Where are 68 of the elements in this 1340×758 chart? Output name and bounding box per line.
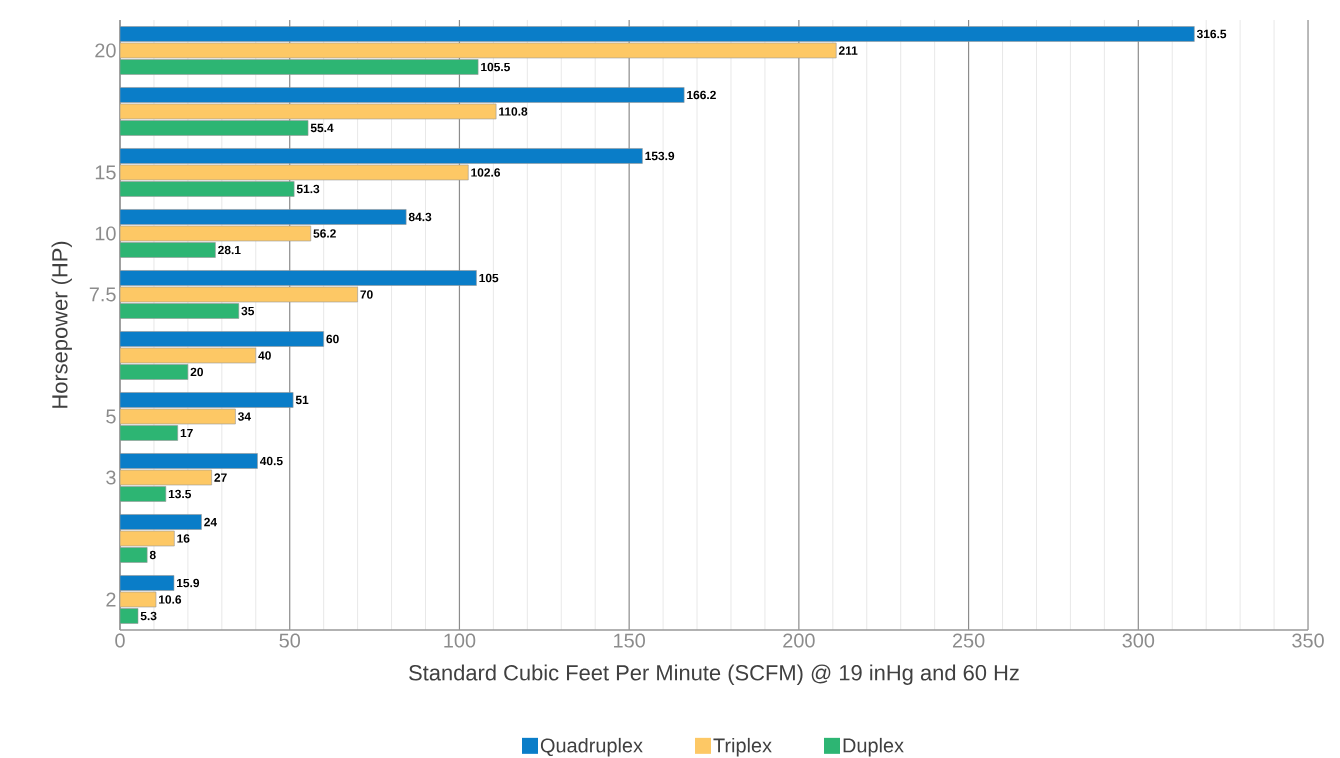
legend-label: Quadruplex [540, 737, 643, 757]
bar [120, 148, 643, 164]
x-tick-label: 50 [279, 633, 301, 648]
data-label: 55.4 [310, 123, 334, 133]
bar [120, 26, 1195, 42]
x-axis-title: Standard Cubic Feet Per Minute (SCFM) @ 19 inHg and 60 Hz [409, 664, 1019, 685]
data-label: 13.5 [168, 489, 192, 499]
data-label: 28.1 [218, 245, 241, 255]
x-tick-label: 250 [952, 633, 985, 648]
x-tick-label: 300 [1122, 633, 1155, 648]
bar [120, 486, 167, 502]
data-label: 84.3 [408, 212, 432, 222]
data-label: 20 [190, 367, 203, 377]
data-label: 17 [180, 428, 193, 438]
data-label: 102.6 [471, 168, 501, 177]
bar [120, 331, 324, 347]
bar [120, 181, 295, 197]
data-label: 5.3 [140, 611, 157, 621]
data-label: 40 [258, 351, 271, 360]
y-tick-label: 2 [106, 592, 116, 607]
y-tick-label: 5 [106, 409, 116, 424]
data-label: 16 [177, 534, 190, 543]
data-label: 40.5 [259, 456, 283, 466]
data-label: 316.5 [1196, 29, 1227, 39]
x-tick-label: 0 [115, 633, 125, 648]
data-label: 60 [326, 334, 339, 344]
y-axis-title: Horsepower (HP) [51, 241, 72, 408]
data-label: 35 [241, 306, 255, 316]
bar [120, 209, 407, 225]
bar [120, 364, 189, 380]
y-tick-label: 20 [95, 43, 116, 58]
bar [120, 514, 202, 530]
data-label: 8 [149, 550, 156, 560]
data-label: 211 [838, 46, 858, 55]
data-label: 56.2 [313, 229, 336, 238]
bar [120, 392, 294, 408]
data-label: 105 [479, 273, 499, 283]
data-label: 70 [360, 290, 373, 299]
bar [120, 453, 258, 469]
x-tick-label: 350 [1292, 633, 1324, 648]
data-label: 27 [214, 473, 227, 482]
data-label: 105.5 [481, 62, 510, 72]
data-label: 24 [204, 517, 217, 527]
y-tick-label: 10 [95, 226, 116, 241]
y-tick-label: 15 [95, 165, 116, 180]
bar [120, 242, 216, 258]
bar [120, 575, 175, 591]
x-tick-label: 150 [614, 633, 645, 648]
bar [120, 87, 685, 103]
bar [120, 270, 477, 286]
data-label: 10.6 [159, 595, 182, 604]
data-label: 166.2 [687, 90, 716, 100]
data-label: 34 [237, 412, 251, 421]
x-tick-label: 100 [444, 633, 476, 648]
x-tick-label: 200 [783, 633, 815, 648]
legend-label: Triplex [713, 737, 772, 757]
data-label: 15.9 [177, 578, 200, 588]
bar [120, 59, 479, 75]
bar [120, 120, 309, 136]
data-label: 110.8 [499, 107, 528, 116]
bar [120, 425, 179, 441]
y-tick-label: 7.5 [89, 287, 116, 302]
legend-label: Duplex [843, 737, 904, 757]
y-tick-label: 3 [106, 470, 116, 485]
data-label: 153.9 [645, 151, 675, 161]
data-label: 51 [295, 395, 309, 405]
bar [120, 303, 240, 319]
data-label: 51.3 [296, 184, 320, 194]
